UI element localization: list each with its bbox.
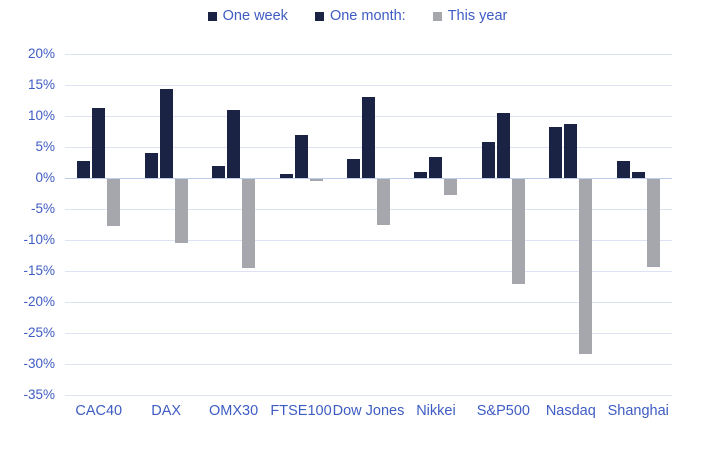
chart-legend: One week One month: This year (0, 8, 715, 24)
bar (77, 160, 91, 178)
x-tick-label: DAX (151, 403, 182, 419)
legend-item: One week (207, 8, 288, 24)
y-tick-label: -20% (23, 294, 55, 309)
y-tick-label: 20% (27, 46, 55, 61)
bar (377, 179, 390, 225)
x-tick-label: Shanghai (607, 403, 669, 419)
bar (481, 142, 495, 178)
bar (347, 158, 360, 178)
x-tick-label: Dow Jones (332, 403, 405, 419)
y-tick-label: 15% (27, 77, 55, 92)
bar (496, 112, 510, 178)
bar (631, 171, 645, 178)
y-tick-label: 10% (27, 108, 55, 123)
x-tick-label: Nikkei (416, 403, 456, 419)
y-tick-label: -5% (30, 201, 55, 216)
bar (511, 179, 525, 284)
legend-swatch-icon (314, 11, 324, 21)
bar (212, 165, 226, 178)
y-tick-label: -10% (23, 232, 55, 247)
legend-item: One month: (314, 8, 406, 24)
y-tick-label: 5% (35, 139, 55, 154)
y-tick-label: -30% (23, 356, 55, 371)
x-tick-label: S&P500 (476, 403, 530, 419)
bar (444, 179, 458, 196)
bar (294, 134, 308, 178)
bar (242, 179, 256, 268)
bar (159, 89, 173, 178)
legend-item: This year (432, 8, 508, 24)
bar (564, 124, 578, 178)
gridline (65, 333, 672, 334)
x-tick-label: OMX30 (209, 403, 259, 419)
bar (429, 156, 443, 178)
gridline (65, 271, 672, 272)
legend-swatch-icon (207, 11, 217, 21)
bar (107, 179, 121, 226)
y-tick-label: 0% (35, 170, 55, 185)
x-tick-label: Nasdaq (545, 403, 596, 419)
gridline (65, 209, 672, 210)
bar (279, 174, 293, 178)
bar (174, 179, 188, 244)
gridline (65, 240, 672, 241)
bar (414, 172, 428, 178)
plot-area (65, 54, 672, 396)
y-tick-label: -15% (23, 263, 55, 278)
gridline (65, 302, 672, 303)
bar (92, 107, 106, 178)
bar (309, 179, 323, 182)
bar (144, 152, 158, 178)
bar (616, 161, 630, 178)
gridline (65, 85, 672, 86)
gridline (65, 364, 672, 365)
y-tick-label: -35% (23, 387, 55, 402)
legend-label: One month: (329, 8, 406, 24)
x-tick-label: CAC40 (75, 403, 123, 419)
bar (549, 127, 563, 178)
legend-swatch-icon (432, 11, 442, 21)
bar (362, 97, 375, 178)
legend-label: One week (222, 8, 288, 24)
x-tick-label: FTSE100 (270, 403, 332, 419)
bar (579, 179, 593, 355)
y-tick-label: -25% (23, 325, 55, 340)
bar (646, 179, 660, 268)
gridline (65, 395, 672, 396)
legend-label: This year (447, 8, 508, 24)
zero-gridline (65, 178, 672, 179)
gridline (65, 54, 672, 55)
bar (227, 109, 241, 178)
